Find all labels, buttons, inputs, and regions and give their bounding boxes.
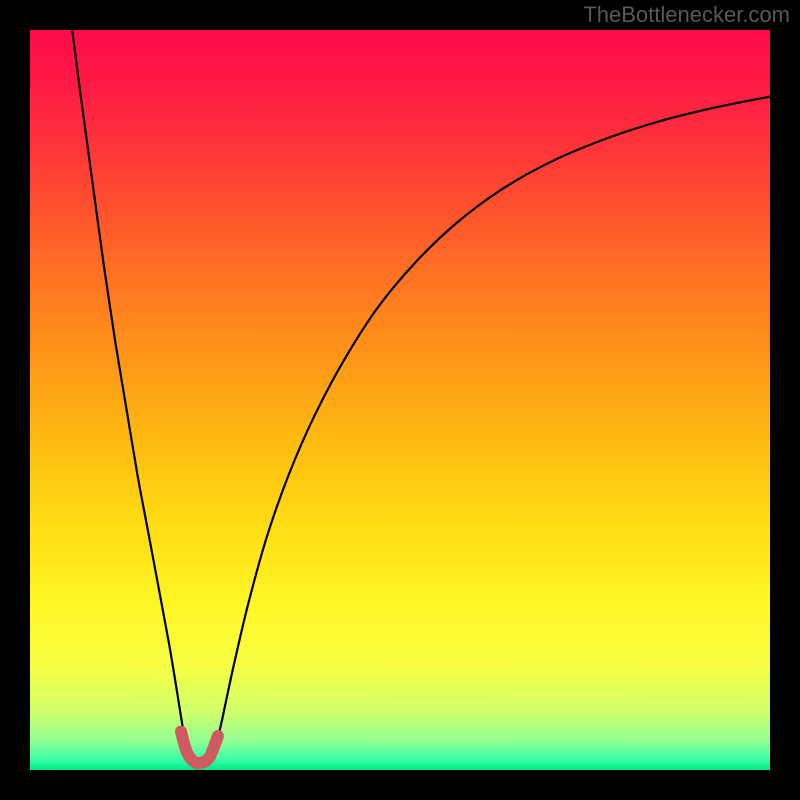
chart-stage: TheBottlenecker.com [0,0,800,800]
chart-svg [0,0,800,800]
watermark-link[interactable]: TheBottlenecker.com [583,2,790,28]
chart-background-gradient [30,30,770,770]
